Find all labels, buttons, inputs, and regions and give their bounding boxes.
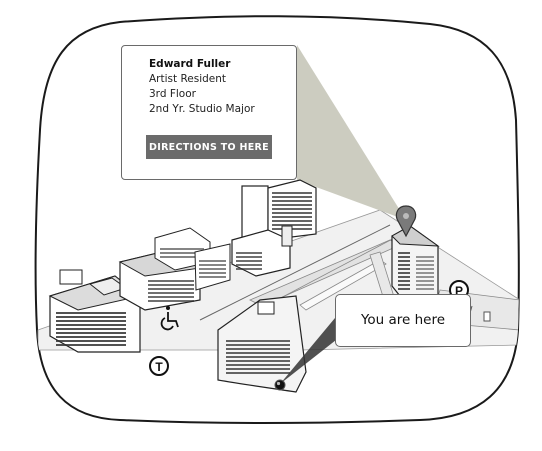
directions-button[interactable]: DIRECTIONS TO HERE (146, 135, 272, 159)
building-center-left[interactable] (118, 227, 231, 311)
current-location-card: You are here (335, 294, 471, 347)
location-dot-highlight (276, 381, 281, 386)
destination-name: Edward Fuller (149, 58, 231, 70)
transit-icon[interactable]: T (149, 356, 169, 376)
current-location-label: You are here (360, 312, 446, 328)
building-tower-cluster[interactable] (231, 179, 317, 277)
building-current-location[interactable] (217, 295, 307, 393)
location-dot-icon[interactable] (274, 379, 286, 391)
highlight-beam (297, 45, 406, 220)
destination-role: Artist Resident (149, 73, 227, 85)
destination-floor: 3rd Floor (149, 88, 196, 100)
destination-info-card: Edward Fuller Artist Resident 3rd Floor … (121, 45, 297, 180)
parking-letter: P (455, 284, 463, 298)
road (299, 259, 387, 311)
building-west-hall[interactable] (48, 269, 142, 353)
current-location-beam (280, 318, 336, 384)
transit-letter: T (155, 360, 163, 374)
wheelchair-icon[interactable] (160, 306, 179, 331)
map-pin-icon[interactable] (395, 205, 417, 238)
road-edge (199, 224, 391, 321)
destination-major: 2nd Yr. Studio Major (149, 103, 255, 115)
